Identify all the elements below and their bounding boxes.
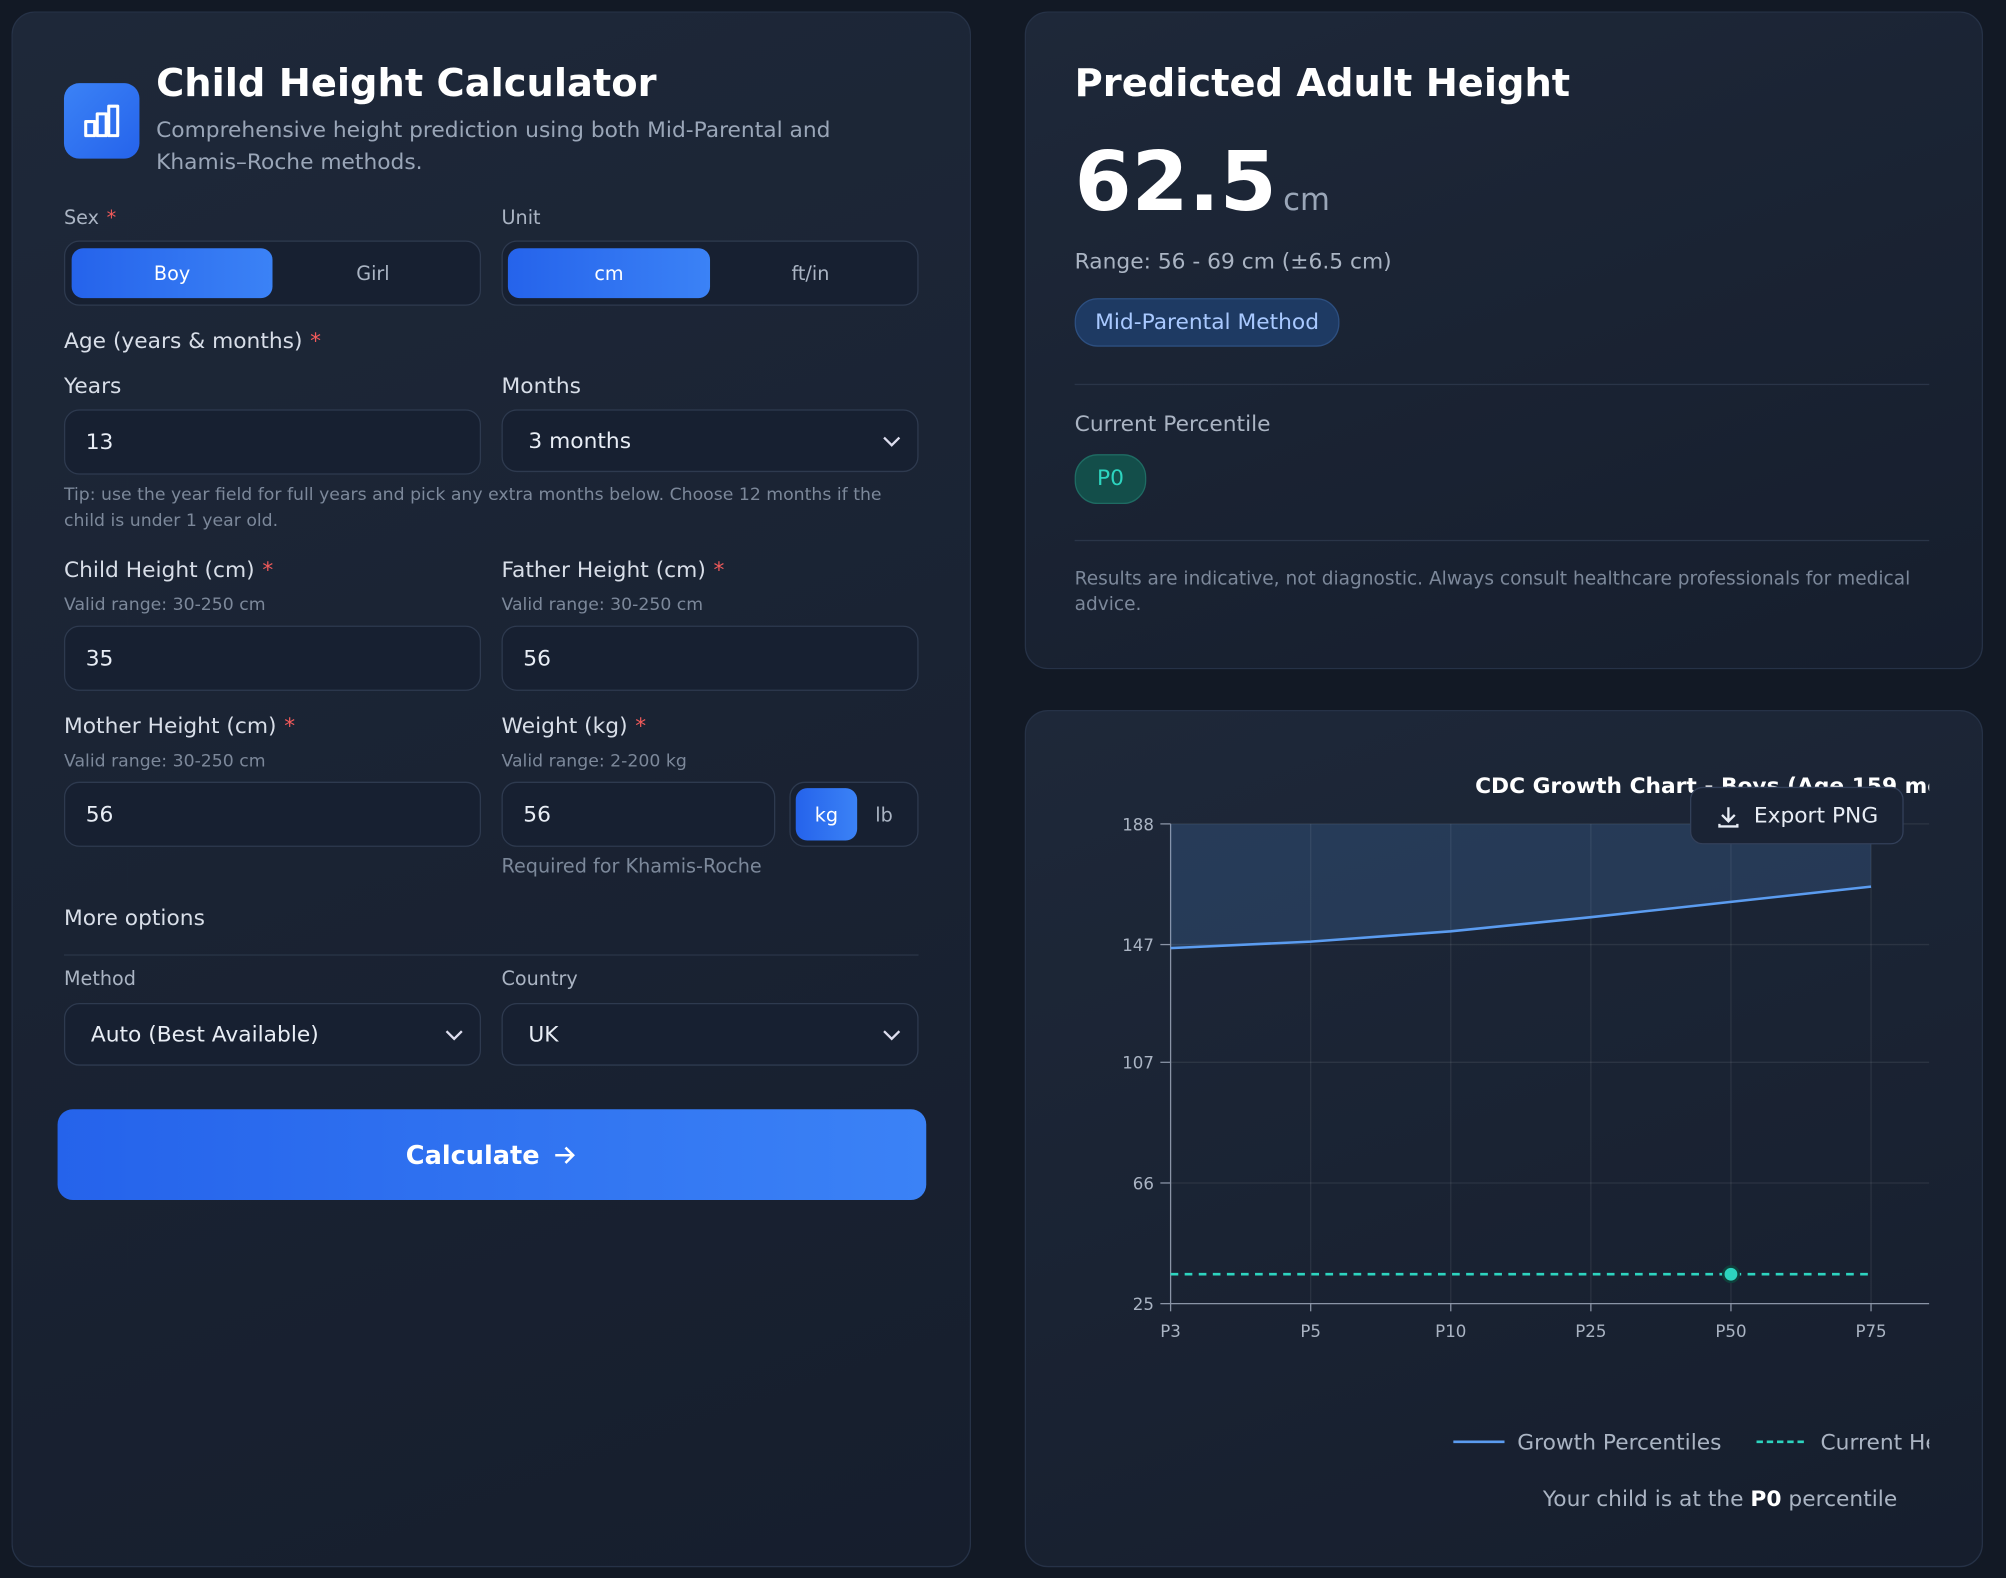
select-value: Auto (Best Available) xyxy=(90,1021,319,1048)
result-range: Range: 56 - 69 cm (±6.5 cm) xyxy=(1074,249,1392,276)
percentile-area xyxy=(1170,823,1872,949)
field-label: Father Height (cm) * xyxy=(502,558,725,584)
result-value: 62.5 cm xyxy=(1075,136,1330,231)
button-label: Export PNG xyxy=(1753,802,1879,829)
percentile-badge: P0 xyxy=(1074,454,1147,505)
chart-panel xyxy=(1024,710,1983,1568)
x-tick-label: P10 xyxy=(1435,1322,1466,1341)
required-mark: * xyxy=(635,713,647,740)
unit-option[interactable]: ft/in xyxy=(791,261,830,285)
x-tick-label: P3 xyxy=(1160,1322,1181,1341)
hint: Valid range: 30-250 cm xyxy=(63,594,266,616)
arrow-icon xyxy=(554,1146,575,1164)
series-line xyxy=(1170,885,1872,950)
download-icon xyxy=(1718,806,1739,827)
field-label: Mother Height (cm) * xyxy=(64,714,295,740)
child-height-input[interactable]: 35 xyxy=(63,625,482,691)
percentile-label: Current Percentile xyxy=(1074,411,1271,438)
calculate-button[interactable]: Calculate xyxy=(57,1109,927,1201)
legend-label: Growth Percentiles xyxy=(1517,1430,1721,1455)
field-label: Method xyxy=(63,967,136,991)
form-title: Child Height Calculator xyxy=(156,61,657,107)
divider xyxy=(1074,539,1930,542)
divider xyxy=(1074,383,1930,386)
footer-text: Your child is at the xyxy=(1542,1486,1744,1513)
legend-label: Current Height xyxy=(1821,1430,1981,1455)
required-mark: * xyxy=(713,557,725,584)
method-select[interactable]: Auto (Best Available) xyxy=(63,1003,482,1066)
method-badge: Mid-Parental Method xyxy=(1074,298,1340,347)
hint: Valid range: 2-200 kg xyxy=(501,750,687,772)
y-tick-label: 188 xyxy=(1122,815,1154,834)
form-subtitle: Comprehensive height prediction using bo… xyxy=(156,117,831,176)
x-tick-label: P50 xyxy=(1715,1322,1746,1341)
footer-percentile: P0 xyxy=(1750,1486,1782,1513)
button-label: Calculate xyxy=(405,1139,540,1170)
x-tick-label: P75 xyxy=(1855,1322,1886,1341)
weight-unit-option[interactable]: kg xyxy=(795,788,858,841)
y-tick-label: 25 xyxy=(1133,1295,1154,1314)
label-text: Age (years & months) xyxy=(63,328,303,355)
current-point xyxy=(1721,1265,1740,1284)
field-label: Child Height (cm) * xyxy=(64,558,273,584)
more-options[interactable]: More options xyxy=(63,905,205,932)
export-button[interactable]: Export PNG xyxy=(1690,786,1904,845)
result-title: Predicted Adult Height xyxy=(1074,61,1571,107)
years-input[interactable]: 13 xyxy=(63,409,482,475)
y-tick-label: 66 xyxy=(1133,1174,1154,1193)
field-label: Sex * xyxy=(64,206,116,229)
weight-note: Required for Khamis-Roche xyxy=(501,854,762,878)
hint: Valid range: 30-250 cm xyxy=(501,594,704,616)
label-text: Weight (kg) xyxy=(501,713,628,740)
country-select[interactable]: UK xyxy=(501,1003,919,1066)
divider xyxy=(63,954,919,956)
label-text: Father Height (cm) xyxy=(501,557,706,584)
field-label: Months xyxy=(501,373,582,400)
label-text: Mother Height (cm) xyxy=(63,713,277,740)
tip: Tip: use the year field for full years a… xyxy=(63,484,882,531)
disclaimer: Results are indicative, not diagnostic. … xyxy=(1074,569,1911,616)
app-icon xyxy=(63,83,140,159)
chevron xyxy=(445,1029,463,1040)
icon-glyph xyxy=(84,104,120,138)
x-tick-label: P5 xyxy=(1300,1322,1321,1341)
unit-option[interactable]: cm xyxy=(507,248,711,299)
height-unit: cm xyxy=(1283,181,1330,218)
required-mark: * xyxy=(106,205,117,230)
chevron xyxy=(883,1029,901,1040)
label-text: Child Height (cm) xyxy=(63,557,255,584)
y-tick-label: 147 xyxy=(1122,936,1154,955)
chevron xyxy=(883,436,901,447)
required-mark: * xyxy=(310,328,322,355)
chart-footer: Your child is at the P0 percentile xyxy=(1543,1487,1897,1513)
sex-option[interactable]: Girl xyxy=(356,261,390,285)
father-height-input[interactable]: 56 xyxy=(501,625,919,691)
required-mark: * xyxy=(262,557,274,584)
weight-unit-option[interactable]: lb xyxy=(875,802,893,826)
hint: Valid range: 30-250 cm xyxy=(63,750,266,772)
height-value: 62.5 xyxy=(1074,135,1277,231)
mother-height-input[interactable]: 56 xyxy=(63,781,482,847)
x-tick-label: P25 xyxy=(1575,1322,1606,1341)
footer-text: percentile xyxy=(1788,1486,1898,1513)
sex-option[interactable]: Boy xyxy=(71,248,273,299)
weight-input[interactable]: 56 xyxy=(501,781,776,847)
label-text: Sex xyxy=(63,205,99,230)
section-label: Age (years & months) * xyxy=(64,329,321,355)
months-select[interactable]: 3 months xyxy=(501,409,919,473)
select-value: 3 months xyxy=(528,427,632,454)
chart-body: CDC Growth Chart - Boys (Age 159 months)… xyxy=(1122,774,1981,1455)
field-label: Weight (kg) * xyxy=(502,714,647,740)
y-tick-label: 107 xyxy=(1122,1054,1154,1073)
field-label: Years xyxy=(63,373,122,400)
select-value: UK xyxy=(528,1021,559,1048)
required-mark: * xyxy=(284,713,296,740)
field-label: Unit xyxy=(501,205,541,230)
field-label: Country xyxy=(501,967,578,991)
